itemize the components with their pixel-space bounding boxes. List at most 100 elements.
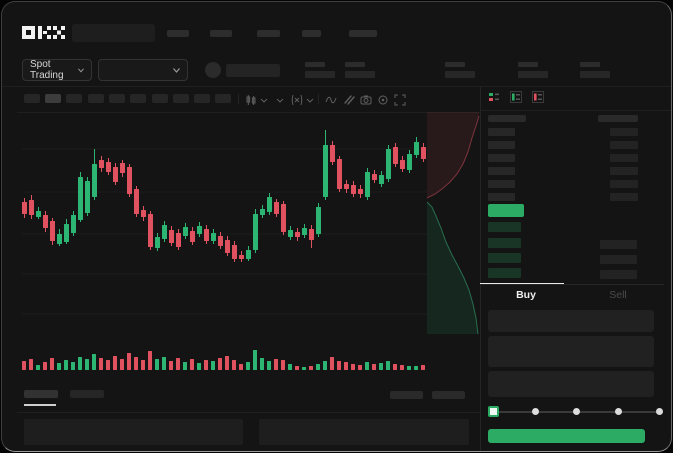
slider-stop[interactable] <box>531 408 539 415</box>
candle-body <box>57 234 62 244</box>
volume-bar <box>393 364 397 370</box>
volume-bar <box>281 360 285 370</box>
timeframe-button[interactable] <box>173 94 189 103</box>
slider-stop[interactable] <box>656 408 663 415</box>
bottom-tab[interactable] <box>24 390 58 398</box>
nav-item[interactable] <box>167 30 189 37</box>
timeframe-button[interactable] <box>66 94 82 103</box>
volume-bar <box>253 350 257 370</box>
nav-item[interactable] <box>349 30 377 37</box>
bottom-action-placeholder[interactable] <box>432 391 465 399</box>
timeframe-button[interactable] <box>45 94 61 103</box>
pair-selector-dropdown[interactable] <box>98 59 188 81</box>
volume-bar <box>211 361 215 370</box>
timeframe-button[interactable] <box>109 94 125 103</box>
amount-input[interactable] <box>488 336 654 367</box>
ask-price-bar[interactable] <box>488 128 515 136</box>
book-bids-icon[interactable] <box>510 91 522 103</box>
candlestick-chart[interactable] <box>22 115 427 340</box>
price-input[interactable] <box>488 310 654 332</box>
chevron-down-icon[interactable] <box>306 94 314 106</box>
candle-body <box>162 225 167 239</box>
timeframe-button[interactable] <box>152 94 168 103</box>
volume-bar <box>183 362 187 370</box>
candle-body <box>379 175 384 184</box>
nav-item[interactable] <box>302 30 321 37</box>
slider-handle[interactable] <box>488 406 499 417</box>
slider-stop[interactable] <box>573 408 580 415</box>
candle-style-icon[interactable] <box>245 94 257 106</box>
coin-avatar <box>205 62 221 78</box>
bid-price-bar[interactable] <box>488 222 521 232</box>
compare-layers-icon[interactable] <box>343 94 355 106</box>
bottom-panel-box <box>24 419 243 445</box>
volume-bar <box>288 364 292 370</box>
volume-bar <box>134 357 138 370</box>
last-price-bar[interactable] <box>488 204 524 217</box>
nav-item[interactable] <box>257 30 280 37</box>
volume-bar <box>246 362 250 370</box>
tab-buy[interactable]: Buy <box>516 289 536 301</box>
tab-sell[interactable]: Sell <box>609 289 627 301</box>
bid-price-bar[interactable] <box>488 238 521 248</box>
stat-value-placeholder <box>580 71 610 78</box>
bid-price-bar[interactable] <box>488 253 521 263</box>
buy-submit-button[interactable] <box>488 429 645 443</box>
chevron-down-icon[interactable] <box>276 94 284 106</box>
volume-bar <box>197 363 201 370</box>
volume-bar <box>407 366 411 370</box>
volume-bar <box>50 358 54 370</box>
camera-icon[interactable] <box>360 94 372 106</box>
candle-body <box>92 164 97 197</box>
book-header-amount <box>598 115 638 122</box>
slider-stop[interactable] <box>614 408 622 415</box>
timeframe-button[interactable] <box>194 94 210 103</box>
ask-price-bar[interactable] <box>488 141 515 149</box>
ask-price-bar[interactable] <box>488 167 515 175</box>
candle-body <box>176 233 181 247</box>
indicators-icon[interactable] <box>291 94 303 106</box>
bottom-tab[interactable] <box>70 390 104 398</box>
nav-item[interactable] <box>210 30 232 37</box>
volume-bar <box>169 361 173 370</box>
total-input[interactable] <box>488 371 654 397</box>
timeframe-button[interactable] <box>88 94 104 103</box>
volume-bar <box>99 358 103 370</box>
volume-bar <box>85 359 89 370</box>
bottom-action-placeholder[interactable] <box>390 391 423 399</box>
chevron-down-icon[interactable] <box>260 94 268 106</box>
ask-price-bar[interactable] <box>488 193 515 201</box>
asks-depth-line <box>427 115 480 199</box>
timeframe-button[interactable] <box>215 94 231 103</box>
timeframe-button[interactable] <box>130 94 146 103</box>
volume-bar <box>400 365 404 370</box>
market-type-selector[interactable]: Spot Trading <box>22 59 92 81</box>
candle-body <box>113 167 118 182</box>
volume-bar <box>351 364 355 370</box>
line-chart-icon[interactable] <box>325 94 337 106</box>
candle-body <box>155 237 160 248</box>
timeframe-button[interactable] <box>24 94 40 103</box>
search-bar[interactable] <box>72 24 155 42</box>
book-combined-icon[interactable] <box>488 91 500 103</box>
fullscreen-icon[interactable] <box>394 94 406 106</box>
volume-bar <box>239 364 243 370</box>
ask-price-bar[interactable] <box>488 180 515 188</box>
volume-bar <box>330 357 334 370</box>
ticker-stat <box>305 62 335 78</box>
ask-price-bar[interactable] <box>488 154 515 162</box>
volume-bar <box>64 360 68 370</box>
volume-bar <box>155 359 159 370</box>
candle-body <box>127 167 132 194</box>
bid-price-bar[interactable] <box>488 268 521 278</box>
volume-bar <box>127 353 131 370</box>
stat-value-placeholder <box>518 71 548 78</box>
volume-bar <box>218 358 222 370</box>
book-asks-icon[interactable] <box>532 91 544 103</box>
settings-icon[interactable] <box>377 94 389 106</box>
volume-bar <box>176 358 180 370</box>
candle-body <box>232 245 237 259</box>
volume-bar <box>225 356 229 370</box>
volume-bar <box>232 360 236 370</box>
candle-body <box>204 229 209 241</box>
